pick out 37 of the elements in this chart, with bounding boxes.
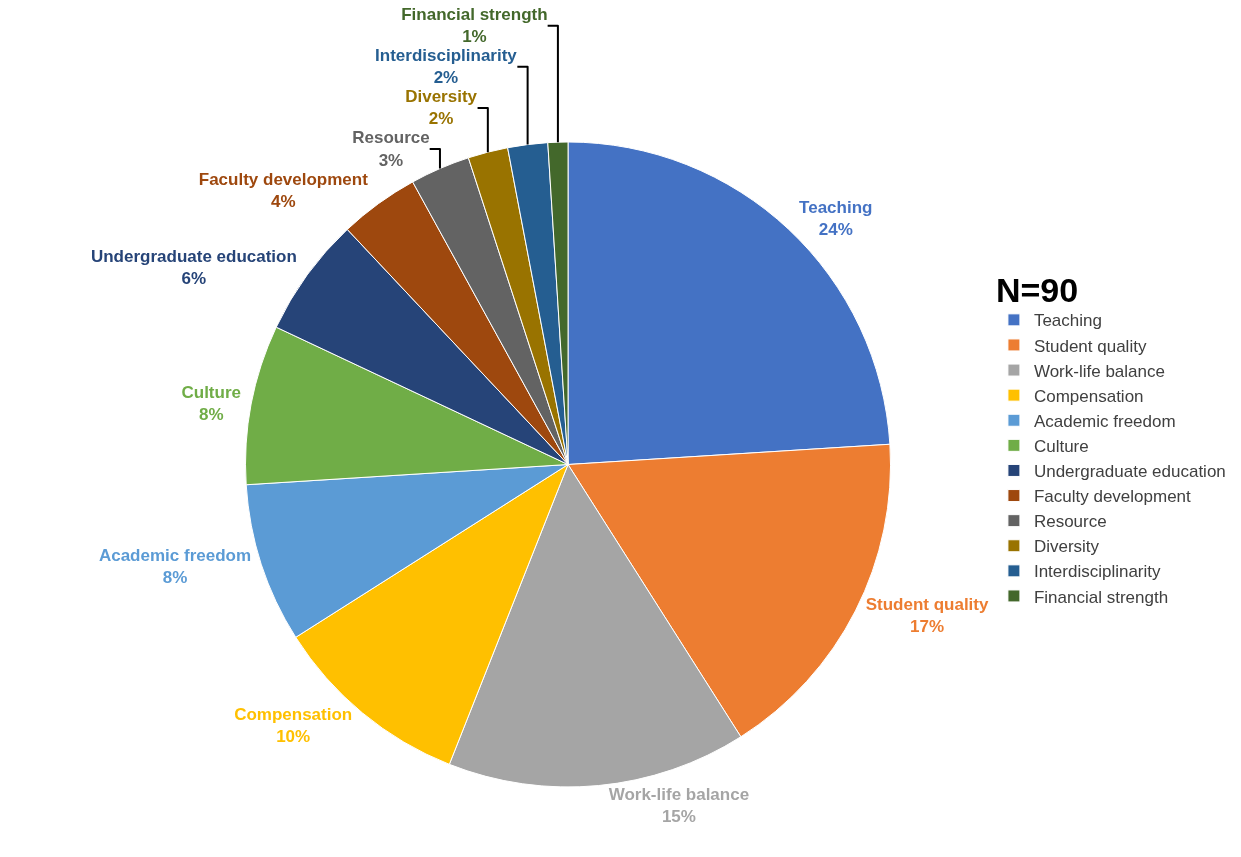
legend-label: Resource bbox=[1033, 512, 1107, 532]
slice-label: Interdisciplinarity bbox=[375, 46, 518, 66]
data-label: 6% bbox=[181, 269, 207, 289]
legend-label: Student quality bbox=[1033, 336, 1147, 356]
legend-label: Compensation bbox=[1033, 386, 1144, 406]
data-label: 2% bbox=[433, 68, 459, 88]
legend-label: Culture bbox=[1033, 436, 1089, 456]
data-label: 8% bbox=[162, 567, 188, 587]
legend-title: N=90 bbox=[995, 271, 1079, 310]
data-label: 10% bbox=[276, 726, 311, 746]
legend-label: Work-life balance bbox=[1033, 361, 1165, 381]
legend-label: Faculty development bbox=[1033, 487, 1192, 507]
data-label: 3% bbox=[378, 150, 404, 170]
legend-label: Interdisciplinarity bbox=[1033, 562, 1162, 582]
legend-label: Undergraduate education bbox=[1033, 462, 1226, 482]
slice-label: Diversity bbox=[405, 87, 478, 107]
slice-label: Teaching bbox=[799, 197, 873, 217]
legend-label: Teaching bbox=[1033, 311, 1102, 331]
slice-label: Undergraduate education bbox=[90, 247, 297, 267]
data-label: 1% bbox=[462, 27, 487, 47]
slice-label: Work-life balance bbox=[608, 785, 750, 805]
data-label: 2% bbox=[428, 109, 454, 129]
slice-label: Student quality bbox=[865, 594, 989, 614]
data-label: 8% bbox=[198, 404, 224, 424]
slice-label: Culture bbox=[181, 382, 241, 402]
slice-label: Faculty development bbox=[198, 169, 369, 189]
slice-label: Compensation bbox=[234, 704, 353, 724]
data-label: 15% bbox=[661, 807, 696, 827]
slice-label: Academic freedom bbox=[98, 545, 252, 565]
data-label: 4% bbox=[271, 191, 296, 211]
legend-label: Academic freedom bbox=[1033, 411, 1176, 431]
data-label: 17% bbox=[910, 616, 945, 636]
slice-label: Resource bbox=[352, 128, 430, 148]
slice-label: Financial strength bbox=[401, 5, 548, 25]
legend-label: Diversity bbox=[1033, 537, 1100, 557]
data-label: 24% bbox=[818, 220, 853, 240]
legend-label: Financial strength bbox=[1033, 587, 1169, 607]
